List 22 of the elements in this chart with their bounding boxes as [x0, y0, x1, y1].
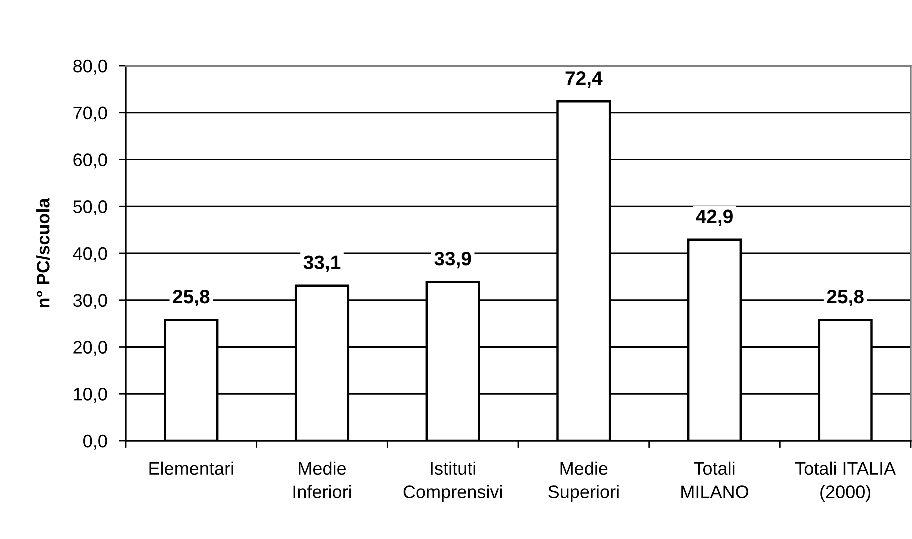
data-label: 25,8	[173, 290, 210, 307]
y-tick-label: 60,0	[74, 154, 108, 169]
data-label: 33,1	[304, 256, 341, 272]
y-tick-label: 70,0	[74, 106, 108, 122]
x-tick-label: Elementari	[150, 462, 234, 476]
x-tick-label: Istituti Comprensivi	[404, 462, 502, 502]
y-tick-label: 0,0	[84, 434, 108, 450]
data-label: 25,8	[827, 290, 864, 307]
y-tick-label: 20,0	[74, 341, 108, 356]
y-tick-label: 30,0	[73, 294, 108, 310]
y-axis-title: n° PC/scuola	[36, 198, 50, 308]
x-tick-label: Medie Inferiori	[294, 462, 352, 498]
y-tick-label: 10,0	[74, 388, 108, 403]
data-label: 33,9	[434, 252, 472, 269]
x-tick-label: Totali ITALIA (2000)	[795, 462, 896, 502]
y-tick-label: 50,0	[74, 200, 108, 216]
y-tick-label: 80,0	[74, 60, 108, 75]
x-tick-label: Totali MILANO	[682, 462, 748, 498]
y-tick-label: 40,0	[73, 247, 108, 262]
data-label: 42,9	[696, 210, 733, 226]
data-label: 72,4	[566, 72, 603, 88]
x-tick-label: Medie Superiori	[548, 462, 619, 502]
